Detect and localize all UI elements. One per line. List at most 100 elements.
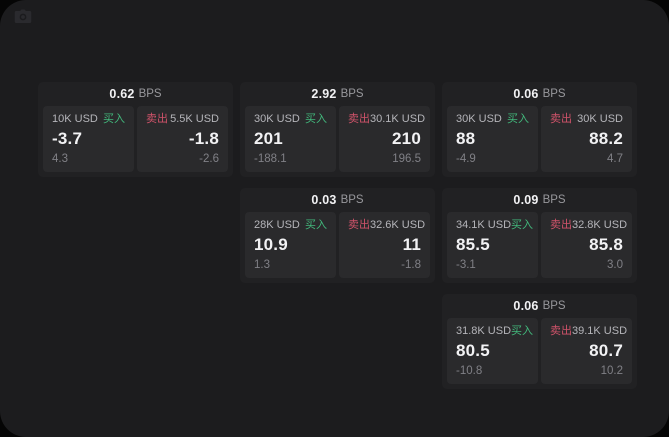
sell-side-label: 卖出 xyxy=(550,113,572,125)
sell-sub-value: 196.5 xyxy=(392,153,421,165)
sell-amount: 30.1K USD xyxy=(370,113,426,125)
sell-side-label: 卖出 xyxy=(348,219,370,231)
bps-unit-label: BPS xyxy=(542,300,566,312)
sell-side-label: 卖出 xyxy=(550,325,572,337)
buy-panel[interactable]: 30K USD 买入 201 -188.1 xyxy=(245,106,336,172)
quote-card: 2.92 BPS 30K USD 买入 201 -188.1 卖出 30.1K … xyxy=(240,82,435,177)
bps-value: 0.09 xyxy=(513,193,539,207)
buy-sub-value: -3.1 xyxy=(456,259,476,271)
sell-sub-value: 10.2 xyxy=(600,365,623,377)
sell-side-label: 卖出 xyxy=(348,113,370,125)
bps-value: 2.92 xyxy=(311,87,337,101)
quote-card: 0.62 BPS 10K USD 买入 -3.7 4.3 卖出 5.5K USD… xyxy=(38,82,233,177)
quote-card: 0.06 BPS 30K USD 买入 88 -4.9 卖出 30K USD 8… xyxy=(442,82,637,177)
quote-panels: 34.1K USD 买入 85.5 -3.1 卖出 32.8K USD 85.8… xyxy=(447,212,632,278)
buy-value: 88 xyxy=(456,129,476,148)
card-header: 0.06 BPS xyxy=(442,82,637,106)
buy-value: 85.5 xyxy=(456,235,490,254)
sell-amount: 39.1K USD xyxy=(572,325,628,337)
quote-card: 0.03 BPS 28K USD 买入 10.9 1.3 卖出 32.6K US… xyxy=(240,188,435,283)
sell-panel[interactable]: 卖出 5.5K USD -1.8 -2.6 xyxy=(137,106,228,172)
buy-panel-header: 30K USD 买入 xyxy=(456,113,529,126)
sell-panel-header: 卖出 39.1K USD xyxy=(550,325,627,338)
card-header: 0.03 BPS xyxy=(240,188,435,212)
sell-panel-header: 卖出 5.5K USD xyxy=(146,113,219,126)
buy-amount: 10K USD xyxy=(52,113,98,125)
card-header: 2.92 BPS xyxy=(240,82,435,106)
buy-side-label: 买入 xyxy=(511,325,534,337)
buy-panel[interactable]: 34.1K USD 买入 85.5 -3.1 xyxy=(447,212,538,278)
card-header: 0.09 BPS xyxy=(442,188,637,212)
sell-amount: 32.6K USD xyxy=(370,219,426,231)
quote-panels: 30K USD 买入 201 -188.1 卖出 30.1K USD 210 1… xyxy=(245,106,430,172)
buy-sub-value: 4.3 xyxy=(52,153,68,165)
buy-panel-header: 10K USD 买入 xyxy=(52,113,125,126)
sell-panel[interactable]: 卖出 30K USD 88.2 4.7 xyxy=(541,106,632,172)
buy-side-label: 买入 xyxy=(507,113,529,125)
buy-amount: 30K USD xyxy=(456,113,502,125)
sell-panel-header: 卖出 30K USD xyxy=(550,113,623,126)
buy-value: 201 xyxy=(254,129,283,148)
buy-value: 80.5 xyxy=(456,341,490,360)
buy-amount: 30K USD xyxy=(254,113,300,125)
sell-side-label: 卖出 xyxy=(550,219,572,231)
buy-panel-header: 30K USD 买入 xyxy=(254,113,327,126)
buy-side-label: 买入 xyxy=(305,219,327,231)
card-header: 0.06 BPS xyxy=(442,294,637,318)
sell-panel[interactable]: 卖出 30.1K USD 210 196.5 xyxy=(339,106,430,172)
buy-value: -3.7 xyxy=(52,129,83,148)
buy-value: 10.9 xyxy=(254,235,288,254)
buy-panel[interactable]: 10K USD 买入 -3.7 4.3 xyxy=(43,106,134,172)
sell-value: 88.2 xyxy=(589,129,623,148)
bps-unit-label: BPS xyxy=(340,88,364,100)
quote-panels: 10K USD 买入 -3.7 4.3 卖出 5.5K USD -1.8 -2.… xyxy=(43,106,228,172)
sell-panel-header: 卖出 30.1K USD xyxy=(348,113,425,126)
bps-unit-label: BPS xyxy=(340,194,364,206)
sell-value: 11 xyxy=(402,235,421,254)
sell-sub-value: 3.0 xyxy=(607,259,623,271)
buy-panel-header: 28K USD 买入 xyxy=(254,219,327,232)
buy-panel-header: 31.8K USD 买入 xyxy=(456,325,533,338)
quote-card: 0.09 BPS 34.1K USD 买入 85.5 -3.1 卖出 32.8K… xyxy=(442,188,637,283)
bps-unit-label: BPS xyxy=(542,88,566,100)
sell-panel-header: 卖出 32.8K USD xyxy=(550,219,627,232)
sell-amount: 32.8K USD xyxy=(572,219,628,231)
buy-sub-value: -10.8 xyxy=(456,365,483,377)
sell-value: 80.7 xyxy=(589,341,623,360)
bps-value: 0.06 xyxy=(513,87,539,101)
buy-sub-value: -188.1 xyxy=(254,153,287,165)
buy-panel-header: 34.1K USD 买入 xyxy=(456,219,533,232)
sell-panel[interactable]: 卖出 32.8K USD 85.8 3.0 xyxy=(541,212,632,278)
buy-side-label: 买入 xyxy=(305,113,327,125)
camera-icon xyxy=(14,9,32,23)
buy-sub-value: -4.9 xyxy=(456,153,476,165)
buy-sub-value: 1.3 xyxy=(254,259,270,271)
quote-card: 0.06 BPS 31.8K USD 买入 80.5 -10.8 卖出 39.1… xyxy=(442,294,637,389)
buy-amount: 31.8K USD xyxy=(456,325,512,337)
bps-value: 0.03 xyxy=(311,193,337,207)
bps-unit-label: BPS xyxy=(138,88,162,100)
sell-side-label: 卖出 xyxy=(146,113,168,125)
sell-value: -1.8 xyxy=(188,129,219,148)
buy-panel[interactable]: 30K USD 买入 88 -4.9 xyxy=(447,106,538,172)
quote-panels: 28K USD 买入 10.9 1.3 卖出 32.6K USD 11 -1.8 xyxy=(245,212,430,278)
sell-panel[interactable]: 卖出 32.6K USD 11 -1.8 xyxy=(339,212,430,278)
sell-sub-value: -1.8 xyxy=(401,259,421,271)
quote-panels: 31.8K USD 买入 80.5 -10.8 卖出 39.1K USD 80.… xyxy=(447,318,632,384)
sell-panel-header: 卖出 32.6K USD xyxy=(348,219,425,232)
sell-sub-value: -2.6 xyxy=(199,153,219,165)
buy-amount: 34.1K USD xyxy=(456,219,512,231)
sell-amount: 5.5K USD xyxy=(170,113,219,125)
cards-grid: 0.62 BPS 10K USD 买入 -3.7 4.3 卖出 5.5K USD… xyxy=(38,82,637,389)
sell-value: 210 xyxy=(392,129,421,148)
bps-unit-label: BPS xyxy=(542,194,566,206)
card-header: 0.62 BPS xyxy=(38,82,233,106)
sell-amount: 30K USD xyxy=(577,113,623,125)
buy-panel[interactable]: 31.8K USD 买入 80.5 -10.8 xyxy=(447,318,538,384)
buy-side-label: 买入 xyxy=(103,113,125,125)
sell-sub-value: 4.7 xyxy=(607,153,623,165)
buy-panel[interactable]: 28K USD 买入 10.9 1.3 xyxy=(245,212,336,278)
quote-panels: 30K USD 买入 88 -4.9 卖出 30K USD 88.2 4.7 xyxy=(447,106,632,172)
sell-panel[interactable]: 卖出 39.1K USD 80.7 10.2 xyxy=(541,318,632,384)
